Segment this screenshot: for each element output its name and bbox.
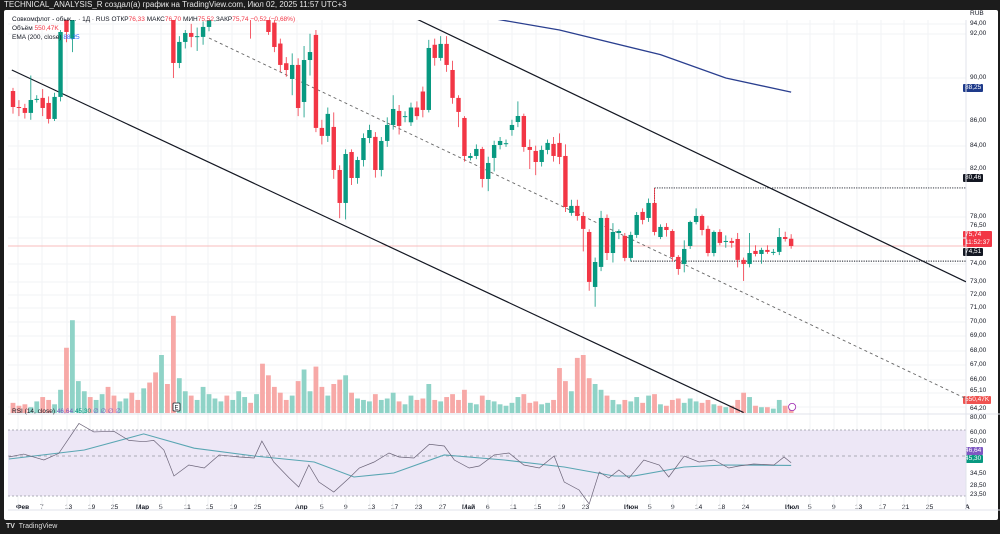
symbol-legend: Совкомфлот - обык... · 1Д · RUS ОТКР76,3…: [12, 16, 295, 24]
time-tick-label: 11: [184, 504, 191, 511]
window-title: TECHNICAL_ANALYSIS_R создал(а) график на…: [4, 0, 347, 9]
time-tick-label: 5: [808, 504, 812, 511]
open-value: 76,33: [128, 16, 145, 23]
time-tick-label: 21: [902, 504, 910, 511]
price-tick-label: 72,00: [970, 291, 987, 298]
price-tick-label: 86,00: [970, 117, 987, 124]
time-tick-label: 18: [718, 504, 726, 511]
rsi-legend: RSI (14, close) 46,64 45,30 ∅ ∅ ∅ ∅: [12, 408, 121, 416]
last-price-badge: 75,74 11:52:37: [963, 231, 992, 247]
ema-legend: EMA (200, close) 88,25: [12, 34, 80, 42]
rsi-label: RSI (14, close): [12, 408, 55, 415]
rsi-tick-label: 34,50: [970, 470, 987, 477]
low-value: 75,52: [197, 16, 215, 23]
rsi-tick-label: 80,00: [970, 414, 987, 421]
tradingview-logo-icon: TV: [6, 523, 15, 530]
time-tick-label: 14: [695, 504, 703, 511]
close-label: ЗАКР: [215, 16, 233, 23]
price-tick-label: 90,00: [970, 74, 987, 81]
price-tick-label: 84,00: [970, 142, 987, 149]
time-tick-label: 9: [344, 504, 348, 511]
rsi-value: 46,64: [56, 408, 74, 415]
time-tick-label: 19: [230, 504, 238, 511]
price-tick-label: 64,20: [970, 405, 987, 412]
price-tick-label: 92,00: [970, 30, 987, 37]
rsi-value-badge: 46,64: [963, 447, 984, 455]
time-tick-label: 13: [65, 504, 73, 511]
price-tick-label: 78,00: [970, 213, 987, 220]
currency-label[interactable]: RUB: [970, 10, 984, 17]
time-tick-label: Май: [462, 504, 476, 511]
price-tick-label: 76,50: [970, 222, 987, 229]
price-tick-label: 82,00: [970, 165, 987, 172]
time-tick-label: 13: [855, 504, 863, 511]
time-tick-label: 23: [415, 504, 423, 511]
support-price-badge: 74,51: [963, 248, 984, 256]
time-tick-label: 11: [510, 504, 517, 511]
volume-value: 550,47K: [34, 25, 59, 32]
rsi-tick-label: 50,00: [970, 438, 987, 445]
time-tick-label: 5: [648, 504, 652, 511]
volume-label: Объём: [12, 25, 33, 32]
price-tick-label: 68,00: [970, 347, 987, 354]
time-tick-label: А: [965, 504, 970, 511]
resistance-price-badge: 80,46: [963, 174, 984, 182]
price-tick-label: 71,00: [970, 304, 987, 311]
time-tick-label: Апр: [295, 504, 308, 511]
high-label: МАКС: [146, 16, 165, 23]
time-tick-label: Мар: [136, 504, 150, 511]
time-tick-label: 5: [320, 504, 324, 511]
time-tick-label: 6: [486, 504, 490, 511]
price-tick-label: 74,00: [970, 260, 987, 267]
ema-value: 88,25: [63, 34, 80, 41]
open-label: ОТКР: [111, 16, 129, 23]
footer: TV TradingView: [0, 520, 1000, 534]
time-tick-label: 23: [582, 504, 590, 511]
volume-badge: 550,47K: [963, 396, 992, 404]
time-tick-label: 15: [534, 504, 542, 511]
brand-name: TradingView: [18, 523, 58, 530]
price-tick-label: 69,00: [970, 332, 987, 339]
rsi-ma-value: 45,30: [74, 408, 92, 415]
time-tick-label: Июн: [624, 504, 639, 511]
time-tick-label: 17: [391, 504, 399, 511]
volume-legend: Объём 550,47K: [12, 25, 59, 33]
time-tick-label: Июл: [785, 504, 800, 511]
time-tick-label: 27: [439, 504, 447, 511]
rsi-ma-value-badge: 45,30: [963, 455, 984, 463]
symbol-name[interactable]: Совкомфлот - обык... · 1Д · RUS: [12, 16, 110, 23]
time-tick-label: Фев: [16, 504, 30, 511]
time-tick-label: 9: [671, 504, 675, 511]
rsi-tick-label: 23,50: [970, 491, 987, 498]
time-tick-label: 13: [368, 504, 376, 511]
price-tick-label: 94,00: [970, 20, 987, 27]
price-tick-label: 67,00: [970, 361, 987, 368]
time-tick-label: 19: [558, 504, 566, 511]
price-tick-label: 70,00: [970, 318, 987, 325]
time-tick-label: 25: [111, 504, 119, 511]
price-tick-label: 73,00: [970, 278, 987, 285]
close-value: 75,74: [232, 16, 249, 23]
rsi-tick-label: 60,00: [970, 429, 987, 436]
high-value: 76,70: [164, 16, 182, 23]
ema-price-badge: 88,25: [963, 84, 984, 92]
time-tick-label: 19: [88, 504, 96, 511]
time-tick-label: 25: [254, 504, 262, 511]
time-tick-label: 7: [40, 504, 44, 511]
chart-panel[interactable]: Совкомфлот - обык... · 1Д · RUS ОТКР76,3…: [4, 10, 998, 520]
time-tick-label: 24: [742, 504, 750, 511]
price-tick-label: 66,00: [970, 376, 987, 383]
time-tick-label: 5: [159, 504, 163, 511]
ema-label: EMA (200, close): [12, 34, 62, 41]
price-tick-label: 65,10: [970, 387, 987, 394]
rsi-extra-values: ∅ ∅ ∅ ∅: [93, 408, 122, 415]
time-tick-label: 15: [206, 504, 214, 511]
rsi-tick-label: 28,50: [970, 482, 987, 489]
time-tick-label: 25: [926, 504, 934, 511]
time-tick-label: 17: [879, 504, 887, 511]
change-value: −0,52 (−0,68%): [250, 16, 296, 23]
time-tick-label: 9: [832, 504, 836, 511]
low-label: МИН: [182, 16, 198, 23]
